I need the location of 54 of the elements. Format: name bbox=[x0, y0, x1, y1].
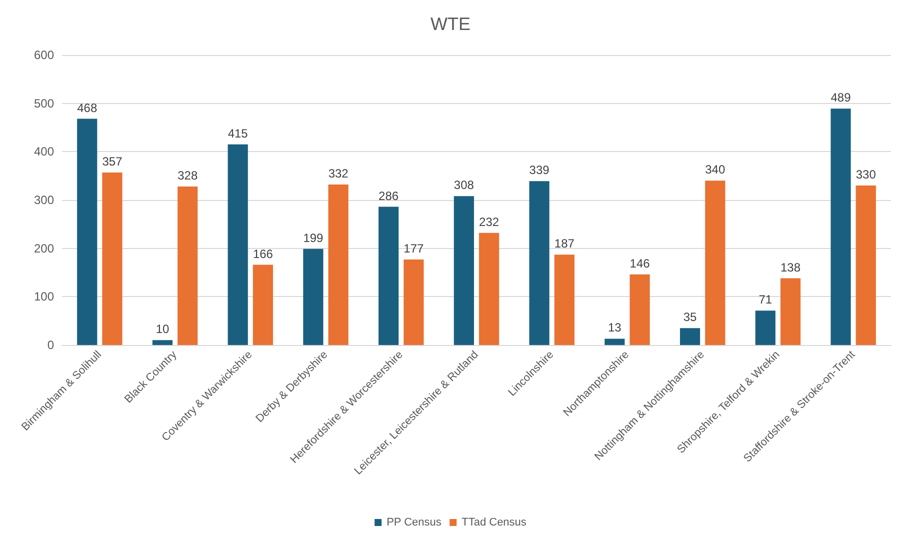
bar bbox=[630, 274, 650, 345]
y-tick-label: 400 bbox=[34, 144, 54, 159]
data-label: 340 bbox=[705, 162, 726, 177]
bar bbox=[604, 338, 625, 345]
bar bbox=[554, 254, 574, 345]
bar bbox=[152, 340, 173, 345]
data-label: 177 bbox=[404, 241, 424, 256]
bar bbox=[328, 184, 348, 345]
data-label: 415 bbox=[228, 126, 248, 140]
bar bbox=[830, 108, 851, 345]
bar bbox=[680, 328, 700, 345]
bar bbox=[529, 181, 550, 345]
data-label: 357 bbox=[102, 154, 123, 168]
bar bbox=[856, 186, 876, 345]
bar bbox=[404, 259, 424, 345]
bar bbox=[755, 310, 776, 345]
bar bbox=[780, 278, 801, 345]
data-label: 146 bbox=[630, 256, 650, 270]
bar bbox=[378, 206, 399, 345]
data-label: 328 bbox=[178, 168, 198, 182]
bar bbox=[454, 196, 474, 345]
bar bbox=[102, 172, 122, 345]
data-label: 330 bbox=[856, 168, 876, 182]
data-label: 138 bbox=[780, 260, 801, 274]
y-tick-label: 300 bbox=[34, 193, 54, 207]
y-tick-label: 200 bbox=[34, 241, 54, 256]
data-label: 339 bbox=[529, 163, 550, 178]
bar bbox=[178, 186, 198, 345]
data-label: 232 bbox=[479, 214, 500, 229]
y-tick-label: 600 bbox=[34, 48, 54, 62]
data-label: 166 bbox=[252, 246, 274, 261]
bar bbox=[479, 232, 500, 345]
bar bbox=[705, 180, 726, 345]
data-label: 10 bbox=[156, 322, 170, 336]
y-tick-label: 100 bbox=[34, 290, 54, 304]
y-tick-label: 0 bbox=[47, 338, 54, 352]
data-label: 308 bbox=[454, 178, 474, 192]
data-label: 35 bbox=[683, 310, 698, 324]
data-label: 199 bbox=[303, 230, 324, 245]
chart-title: WTE bbox=[430, 14, 470, 34]
bar bbox=[252, 264, 274, 345]
legend-label: TTad Census bbox=[462, 516, 527, 528]
y-tick-label: 500 bbox=[34, 96, 54, 110]
data-label: 187 bbox=[554, 236, 575, 251]
bar bbox=[77, 118, 98, 345]
data-label: 468 bbox=[77, 100, 98, 115]
data-label: 489 bbox=[830, 90, 852, 105]
data-label: 286 bbox=[378, 188, 399, 203]
bar bbox=[303, 248, 324, 345]
bar bbox=[228, 144, 248, 345]
data-label: 13 bbox=[608, 320, 622, 335]
data-label: 332 bbox=[328, 166, 349, 181]
legend-label: PP Census bbox=[386, 516, 442, 528]
data-label: 71 bbox=[758, 292, 772, 307]
